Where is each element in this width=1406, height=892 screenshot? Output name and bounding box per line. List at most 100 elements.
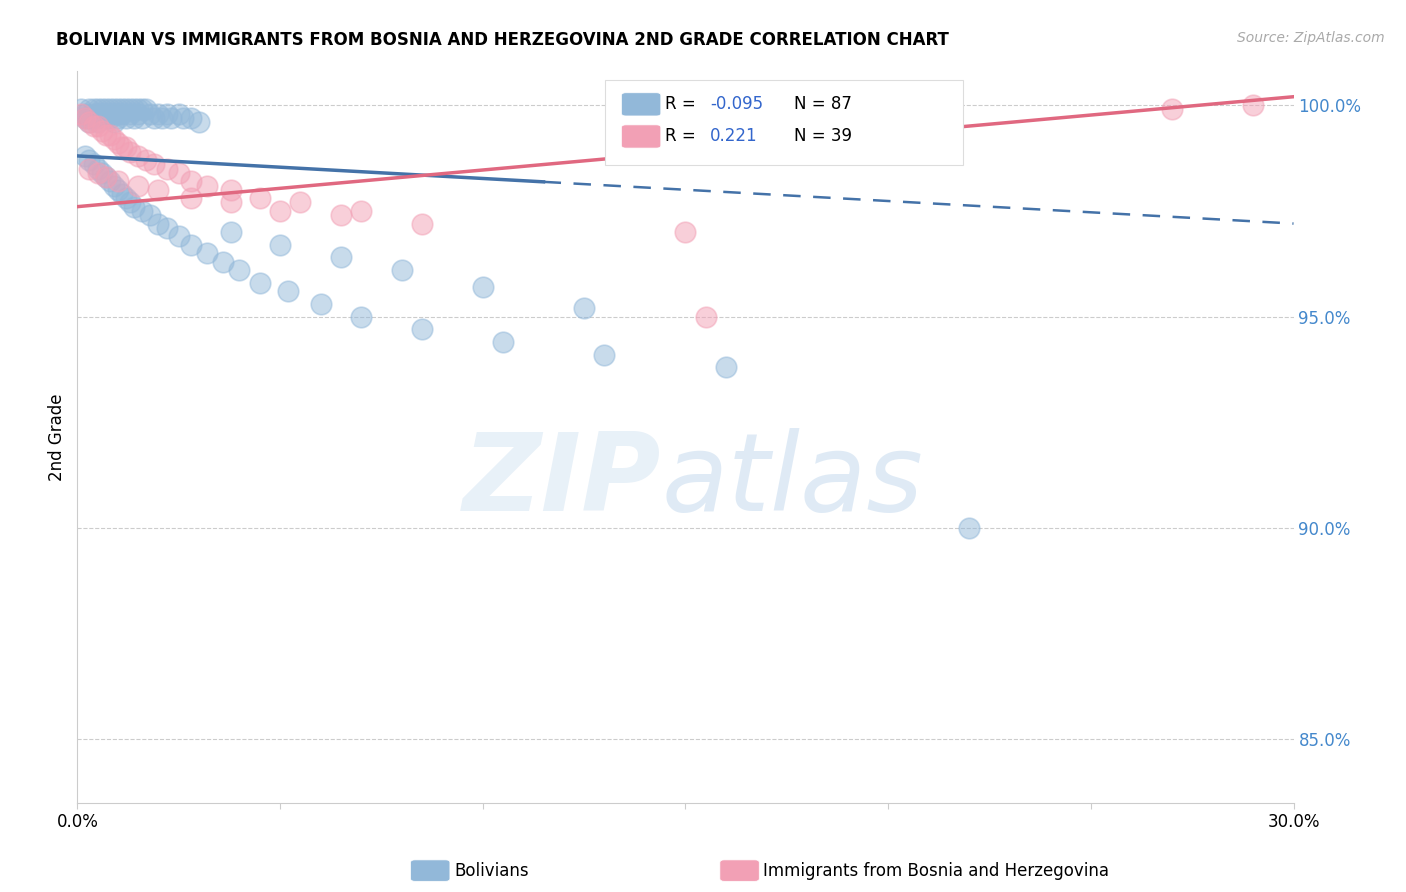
Point [103, 132, 125, 146]
Point [221, 183, 243, 197]
Point [90, 111, 112, 125]
Point [188, 115, 211, 129]
Point [167, 106, 190, 120]
Point [75, 111, 97, 125]
Point [714, 360, 737, 375]
Point [118, 145, 141, 159]
Text: R =: R = [665, 95, 696, 113]
Text: N = 87: N = 87 [794, 95, 852, 113]
Point [127, 106, 149, 120]
Point [148, 106, 170, 120]
Point [411, 217, 433, 231]
Point [127, 149, 149, 163]
Point [86, 115, 108, 129]
Point [90, 106, 112, 120]
Point [180, 111, 202, 125]
Text: atlas: atlas [661, 428, 922, 533]
Point [94, 106, 117, 120]
Point [249, 191, 271, 205]
Text: Bolivians: Bolivians [454, 862, 529, 880]
Point [148, 217, 170, 231]
Point [148, 183, 170, 197]
Point [122, 103, 145, 117]
Point [103, 103, 125, 117]
Point [180, 237, 202, 252]
Point [115, 140, 138, 154]
Point [139, 208, 162, 222]
Point [103, 106, 125, 120]
Point [249, 276, 271, 290]
Point [572, 301, 595, 315]
Point [471, 280, 494, 294]
Text: -0.095: -0.095 [710, 95, 763, 113]
Text: Source: ZipAtlas.com: Source: ZipAtlas.com [1237, 31, 1385, 45]
Point [70, 106, 93, 120]
Point [135, 103, 157, 117]
Point [221, 195, 243, 210]
Y-axis label: 2nd Grade: 2nd Grade [48, 393, 66, 481]
Point [152, 111, 174, 125]
Point [83, 120, 105, 134]
Point [143, 157, 166, 171]
Point [350, 310, 373, 324]
Point [70, 103, 93, 117]
Point [155, 161, 177, 176]
Point [75, 149, 97, 163]
Point [98, 111, 121, 125]
Point [167, 229, 190, 244]
Text: ZIP: ZIP [463, 428, 661, 534]
Point [277, 284, 299, 298]
Point [115, 111, 138, 125]
Point [111, 140, 134, 154]
Point [94, 111, 117, 125]
Point [329, 251, 352, 265]
Point [83, 106, 105, 120]
Point [94, 128, 117, 142]
Point [98, 128, 121, 142]
Point [180, 191, 202, 205]
Point [1161, 103, 1184, 117]
Point [86, 166, 108, 180]
Point [90, 166, 112, 180]
Point [86, 103, 108, 117]
Point [180, 174, 202, 188]
Point [103, 178, 125, 193]
Point [228, 263, 250, 277]
Point [111, 106, 134, 120]
Point [107, 103, 129, 117]
Point [127, 103, 149, 117]
Point [135, 153, 157, 168]
Point [90, 123, 112, 137]
Point [107, 174, 129, 188]
Point [957, 521, 980, 535]
Point [695, 310, 717, 324]
Point [118, 106, 141, 120]
Point [94, 169, 117, 184]
Point [118, 103, 141, 117]
Point [309, 297, 332, 311]
Point [111, 186, 134, 201]
Point [195, 178, 218, 193]
Point [131, 203, 153, 218]
Point [83, 103, 105, 117]
Point [115, 191, 138, 205]
Point [122, 111, 145, 125]
Point [329, 208, 352, 222]
Point [290, 195, 312, 210]
Point [195, 246, 218, 260]
Text: R =: R = [665, 128, 696, 145]
Point [83, 157, 105, 171]
Point [139, 106, 162, 120]
Point [79, 153, 101, 168]
Point [94, 103, 117, 117]
Point [98, 174, 121, 188]
Point [167, 166, 190, 180]
Point [103, 115, 125, 129]
Point [172, 111, 194, 125]
Point [75, 111, 97, 125]
Point [143, 111, 166, 125]
Point [107, 106, 129, 120]
Point [79, 111, 101, 125]
Point [90, 103, 112, 117]
Point [131, 111, 153, 125]
